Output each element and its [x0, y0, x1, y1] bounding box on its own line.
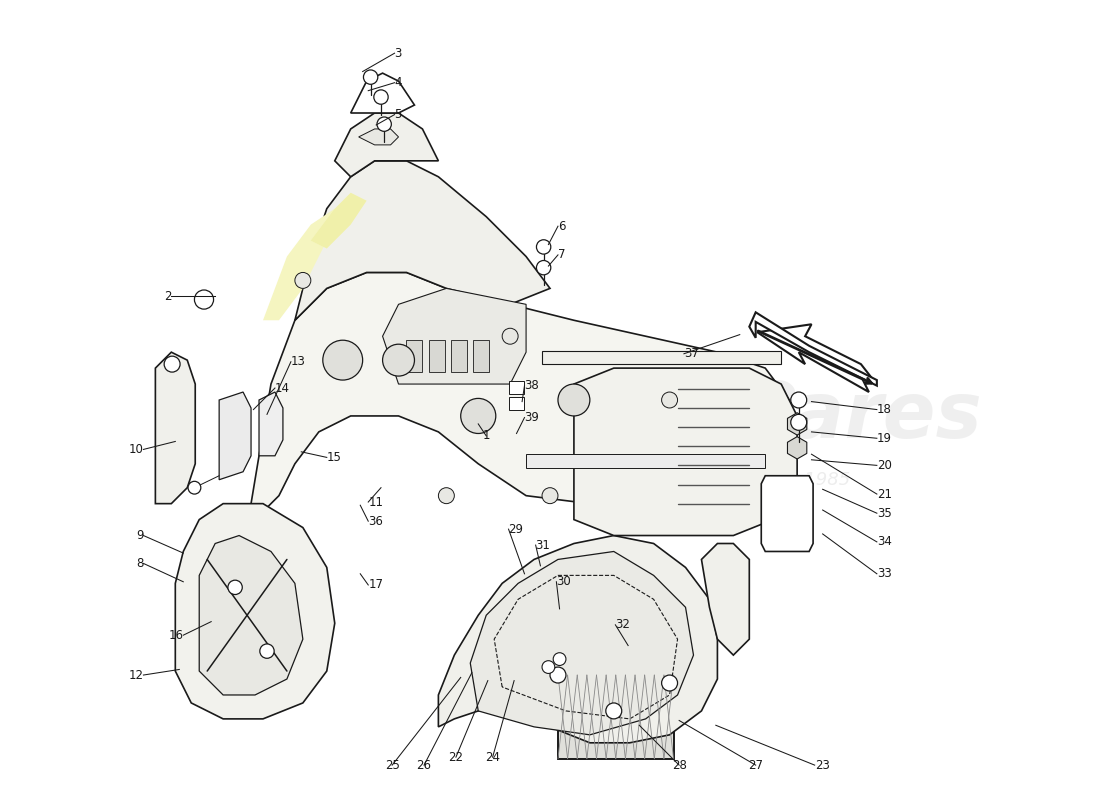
Bar	[429, 340, 444, 372]
Text: euroSPares: euroSPares	[484, 378, 982, 454]
Text: 36: 36	[368, 514, 383, 528]
Text: 16: 16	[168, 629, 184, 642]
Text: 21: 21	[877, 487, 892, 501]
Polygon shape	[219, 392, 251, 480]
Circle shape	[377, 117, 392, 131]
Text: 33: 33	[877, 567, 892, 580]
Circle shape	[791, 392, 806, 408]
Circle shape	[461, 398, 496, 434]
Bar	[407, 340, 422, 372]
Polygon shape	[749, 312, 877, 386]
Polygon shape	[351, 73, 415, 113]
Polygon shape	[574, 368, 798, 535]
Polygon shape	[295, 161, 550, 320]
Polygon shape	[311, 193, 366, 249]
Text: 18: 18	[877, 403, 892, 416]
Polygon shape	[383, 288, 526, 384]
Text: 27: 27	[748, 758, 763, 772]
Text: 26: 26	[417, 758, 431, 772]
Text: 31: 31	[536, 538, 550, 551]
Text: 5: 5	[395, 108, 402, 121]
Circle shape	[322, 340, 363, 380]
Text: 25: 25	[385, 758, 399, 772]
Circle shape	[188, 482, 201, 494]
Text: 37: 37	[684, 347, 699, 360]
Circle shape	[558, 384, 590, 416]
Text: 9: 9	[136, 529, 143, 542]
Text: 24: 24	[485, 750, 501, 764]
Circle shape	[295, 273, 311, 288]
Text: 20: 20	[877, 459, 892, 472]
Bar	[473, 340, 490, 372]
Text: 17: 17	[368, 578, 383, 591]
Circle shape	[661, 675, 678, 691]
Text: 11: 11	[368, 495, 383, 509]
Text: 32: 32	[615, 618, 630, 631]
Polygon shape	[175, 504, 334, 719]
Text: 13: 13	[290, 355, 306, 368]
Text: 4: 4	[395, 76, 402, 90]
Circle shape	[553, 653, 565, 666]
Polygon shape	[258, 392, 283, 456]
Polygon shape	[761, 476, 813, 551]
Polygon shape	[334, 113, 439, 177]
Circle shape	[363, 70, 377, 84]
Text: 10: 10	[129, 443, 143, 456]
Text: 12: 12	[129, 669, 143, 682]
Text: 15: 15	[327, 451, 342, 464]
Text: 19: 19	[877, 432, 892, 445]
Text: a quality parts since 1985: a quality parts since 1985	[616, 470, 850, 489]
Text: 22: 22	[449, 750, 463, 764]
Text: 30: 30	[557, 575, 571, 588]
Text: 8: 8	[136, 557, 143, 570]
Polygon shape	[439, 535, 717, 743]
Text: 38: 38	[525, 379, 539, 392]
Text: 23: 23	[815, 758, 829, 772]
Polygon shape	[263, 209, 334, 320]
Circle shape	[228, 580, 242, 594]
Text: 14: 14	[275, 382, 290, 394]
Circle shape	[439, 488, 454, 504]
Circle shape	[606, 703, 621, 719]
Text: 1: 1	[483, 430, 490, 442]
Text: 6: 6	[558, 220, 565, 233]
Circle shape	[503, 328, 518, 344]
Text: 3: 3	[395, 46, 402, 60]
Bar	[508, 381, 525, 394]
Circle shape	[542, 488, 558, 504]
Polygon shape	[702, 543, 749, 655]
Circle shape	[661, 392, 678, 408]
Text: 29: 29	[508, 522, 524, 536]
Bar	[508, 397, 525, 410]
Circle shape	[374, 90, 388, 104]
Polygon shape	[359, 129, 398, 145]
Polygon shape	[757, 324, 876, 392]
Polygon shape	[199, 535, 302, 695]
Text: 39: 39	[525, 411, 539, 424]
Bar	[558, 675, 673, 758]
Circle shape	[383, 344, 415, 376]
Circle shape	[542, 661, 554, 674]
Text: 28: 28	[672, 758, 686, 772]
Text: 7: 7	[558, 249, 565, 262]
Polygon shape	[542, 350, 781, 364]
Circle shape	[164, 356, 180, 372]
Polygon shape	[471, 551, 693, 735]
Text: 2: 2	[164, 290, 172, 303]
Circle shape	[537, 240, 551, 254]
Polygon shape	[155, 352, 195, 504]
Polygon shape	[248, 273, 789, 527]
Circle shape	[195, 290, 213, 309]
Bar	[558, 675, 673, 758]
Circle shape	[550, 667, 565, 683]
Text: 35: 35	[877, 506, 892, 520]
Polygon shape	[526, 454, 766, 468]
Circle shape	[537, 261, 551, 275]
Text: 34: 34	[877, 535, 892, 549]
Circle shape	[260, 644, 274, 658]
Circle shape	[791, 414, 806, 430]
Polygon shape	[788, 413, 806, 435]
Polygon shape	[788, 437, 806, 459]
Bar	[451, 340, 468, 372]
